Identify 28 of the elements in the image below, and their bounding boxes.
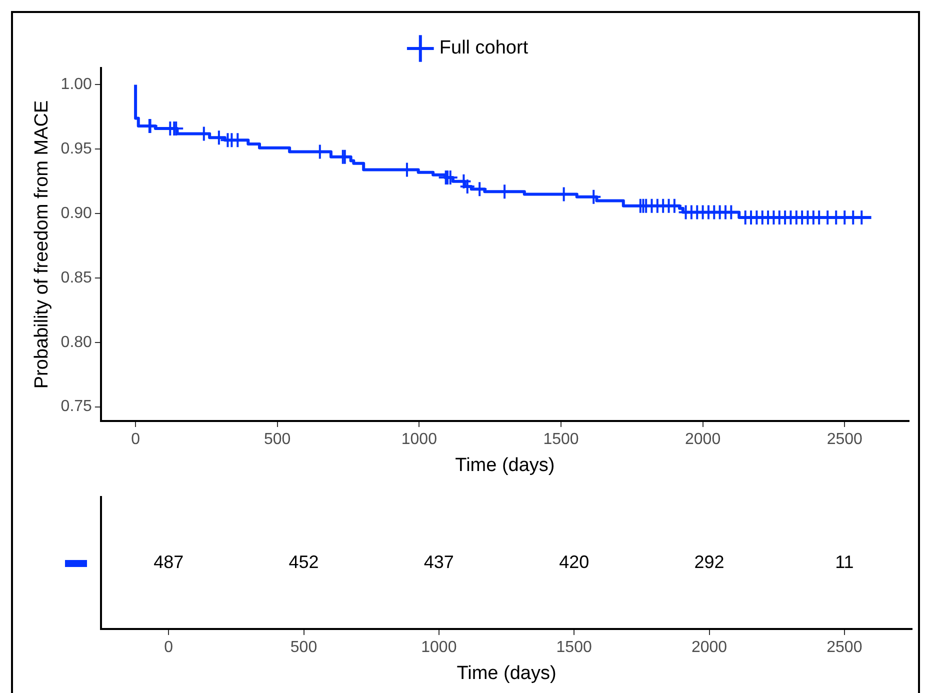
- data-label: 437: [424, 552, 454, 572]
- y-tick-label: 0.90: [60, 204, 92, 222]
- data-label: 292: [694, 552, 724, 572]
- y-tick-label: 0.95: [60, 140, 92, 158]
- x-tick-label: 1500: [556, 639, 592, 656]
- x-tick-label: 0: [131, 431, 140, 448]
- x-tick-label: 1500: [543, 431, 579, 448]
- legend-label: Full cohort: [439, 38, 529, 59]
- y-tick-label: 0.80: [60, 334, 92, 351]
- data-label: 452: [288, 552, 319, 572]
- x-tick-label: 2000: [685, 431, 721, 448]
- x-tick-label: 1000: [401, 431, 438, 448]
- data-label: 420: [559, 552, 590, 572]
- x-tick-label: 500: [290, 639, 318, 656]
- x-tick-label: 2000: [691, 639, 728, 656]
- y-tick-label: 1.00: [60, 76, 92, 94]
- y-tick-label: 0.75: [60, 398, 92, 416]
- y-axis-title: Probability of freedom from MACE: [32, 100, 53, 389]
- y-tick-label: 0.85: [60, 269, 92, 286]
- x-tick-label: 500: [264, 431, 291, 448]
- data-label: 11: [835, 552, 854, 572]
- x-tick-label: 2500: [826, 639, 862, 656]
- data-label: 487: [154, 552, 184, 572]
- x-tick-label: 1000: [421, 639, 457, 656]
- x-tick-label: 0: [164, 639, 174, 656]
- x-tick-label: 2500: [826, 431, 863, 448]
- x-axis-title: Time (days): [456, 662, 556, 684]
- x-axis-title: Time (days): [455, 454, 555, 476]
